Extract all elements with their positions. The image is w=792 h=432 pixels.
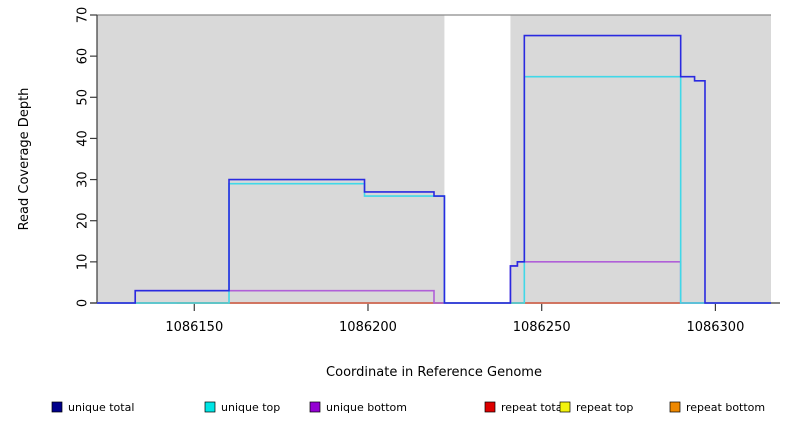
legend-swatch-repeat-top (559, 401, 571, 413)
legend-label-unique-total: unique total (68, 401, 134, 414)
y-tick-label: 10 (76, 254, 91, 271)
plot-panel (97, 14, 771, 303)
y-tick-label: 70 (76, 7, 91, 24)
legend-label-unique-bottom: unique bottom (326, 401, 407, 414)
x-tick-label: 1086200 (339, 320, 397, 335)
y-axis-title: Read Coverage Depth (17, 88, 32, 231)
x-tick-label: 1086150 (165, 320, 223, 335)
y-tick-label: 0 (76, 299, 91, 307)
y-axis: 0 10 20 30 40 50 60 70 Read Coverage Depth (17, 7, 98, 307)
series-layer (97, 34, 771, 304)
x-axis-title: Coordinate in Reference Genome (326, 365, 542, 380)
x-axis: 1086150 1086200 1086250 1086300 Coordinate … (90, 302, 780, 380)
y-tick-label: 50 (76, 89, 91, 106)
legend-label-repeat-total: repeat total (501, 401, 566, 414)
legend-swatch-repeat-bottom (669, 401, 681, 413)
series-line-unique-total (97, 34, 771, 304)
y-tick-label: 20 (76, 212, 91, 229)
y-tick-label: 30 (76, 171, 91, 188)
legend-swatch-unique-bottom (309, 401, 321, 413)
chart-legend: unique total unique top unique bottom repea… (51, 401, 765, 414)
legend-swatch-repeat-total (484, 401, 496, 413)
y-tick-label: 60 (76, 48, 91, 65)
legend-label-repeat-top: repeat top (576, 401, 633, 414)
coverage-gap-region (444, 15, 511, 303)
x-tick-label: 1086250 (513, 320, 571, 335)
legend-swatch-unique-total (51, 401, 63, 413)
y-tick-label: 40 (76, 130, 91, 147)
legend-label-unique-top: unique top (221, 401, 280, 414)
legend-label-repeat-bottom: repeat bottom (686, 401, 765, 414)
legend-swatch-unique-top (204, 401, 216, 413)
x-tick-label: 1086300 (686, 320, 744, 335)
